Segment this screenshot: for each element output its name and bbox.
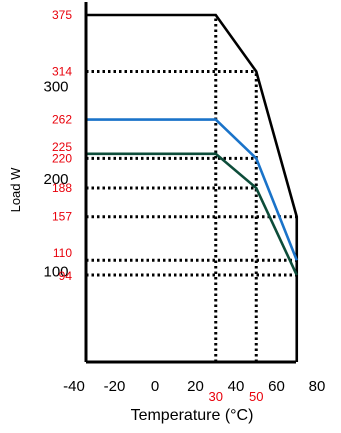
series-lines (86, 13, 299, 362)
series-line (86, 13, 299, 362)
y-marker-label: 375 (52, 8, 72, 22)
x-tick-label: 60 (268, 378, 285, 395)
x-tick-label: 0 (151, 378, 159, 395)
y-marker-label: 225 (52, 140, 72, 154)
x-tick-label: 80 (309, 378, 326, 395)
y-marker-label: 94 (59, 269, 73, 283)
y-marker-label: 262 (52, 113, 72, 127)
y-axis-label: Load W (8, 167, 23, 213)
tick-labels: -40 -20 0 20 40 60 80 30 50 100 200 300 375 314 262 225… (43, 8, 325, 404)
series-line (86, 118, 298, 261)
y-marker-label: 220 (52, 151, 72, 165)
y-tick-label: 300 (43, 78, 68, 95)
axes (84, 2, 296, 364)
x-marker-label: 30 (209, 389, 223, 404)
guide-lines (86, 15, 297, 362)
y-marker-label: 157 (52, 210, 72, 224)
y-marker-label: 314 (52, 64, 72, 78)
y-marker-label: 110 (53, 246, 72, 260)
x-tick-label: -40 (63, 378, 85, 395)
y-tick-label: 200 (43, 171, 68, 188)
x-tick-label: 20 (187, 378, 204, 395)
x-marker-label: 50 (249, 389, 263, 404)
x-tick-label: 40 (228, 378, 245, 395)
y-marker-label: 188 (52, 181, 72, 195)
x-tick-label: -20 (104, 378, 126, 395)
x-axis-label: Temperature (°C) (131, 407, 254, 424)
series-line (86, 152, 298, 276)
y-tick-label: 100 (43, 263, 68, 280)
